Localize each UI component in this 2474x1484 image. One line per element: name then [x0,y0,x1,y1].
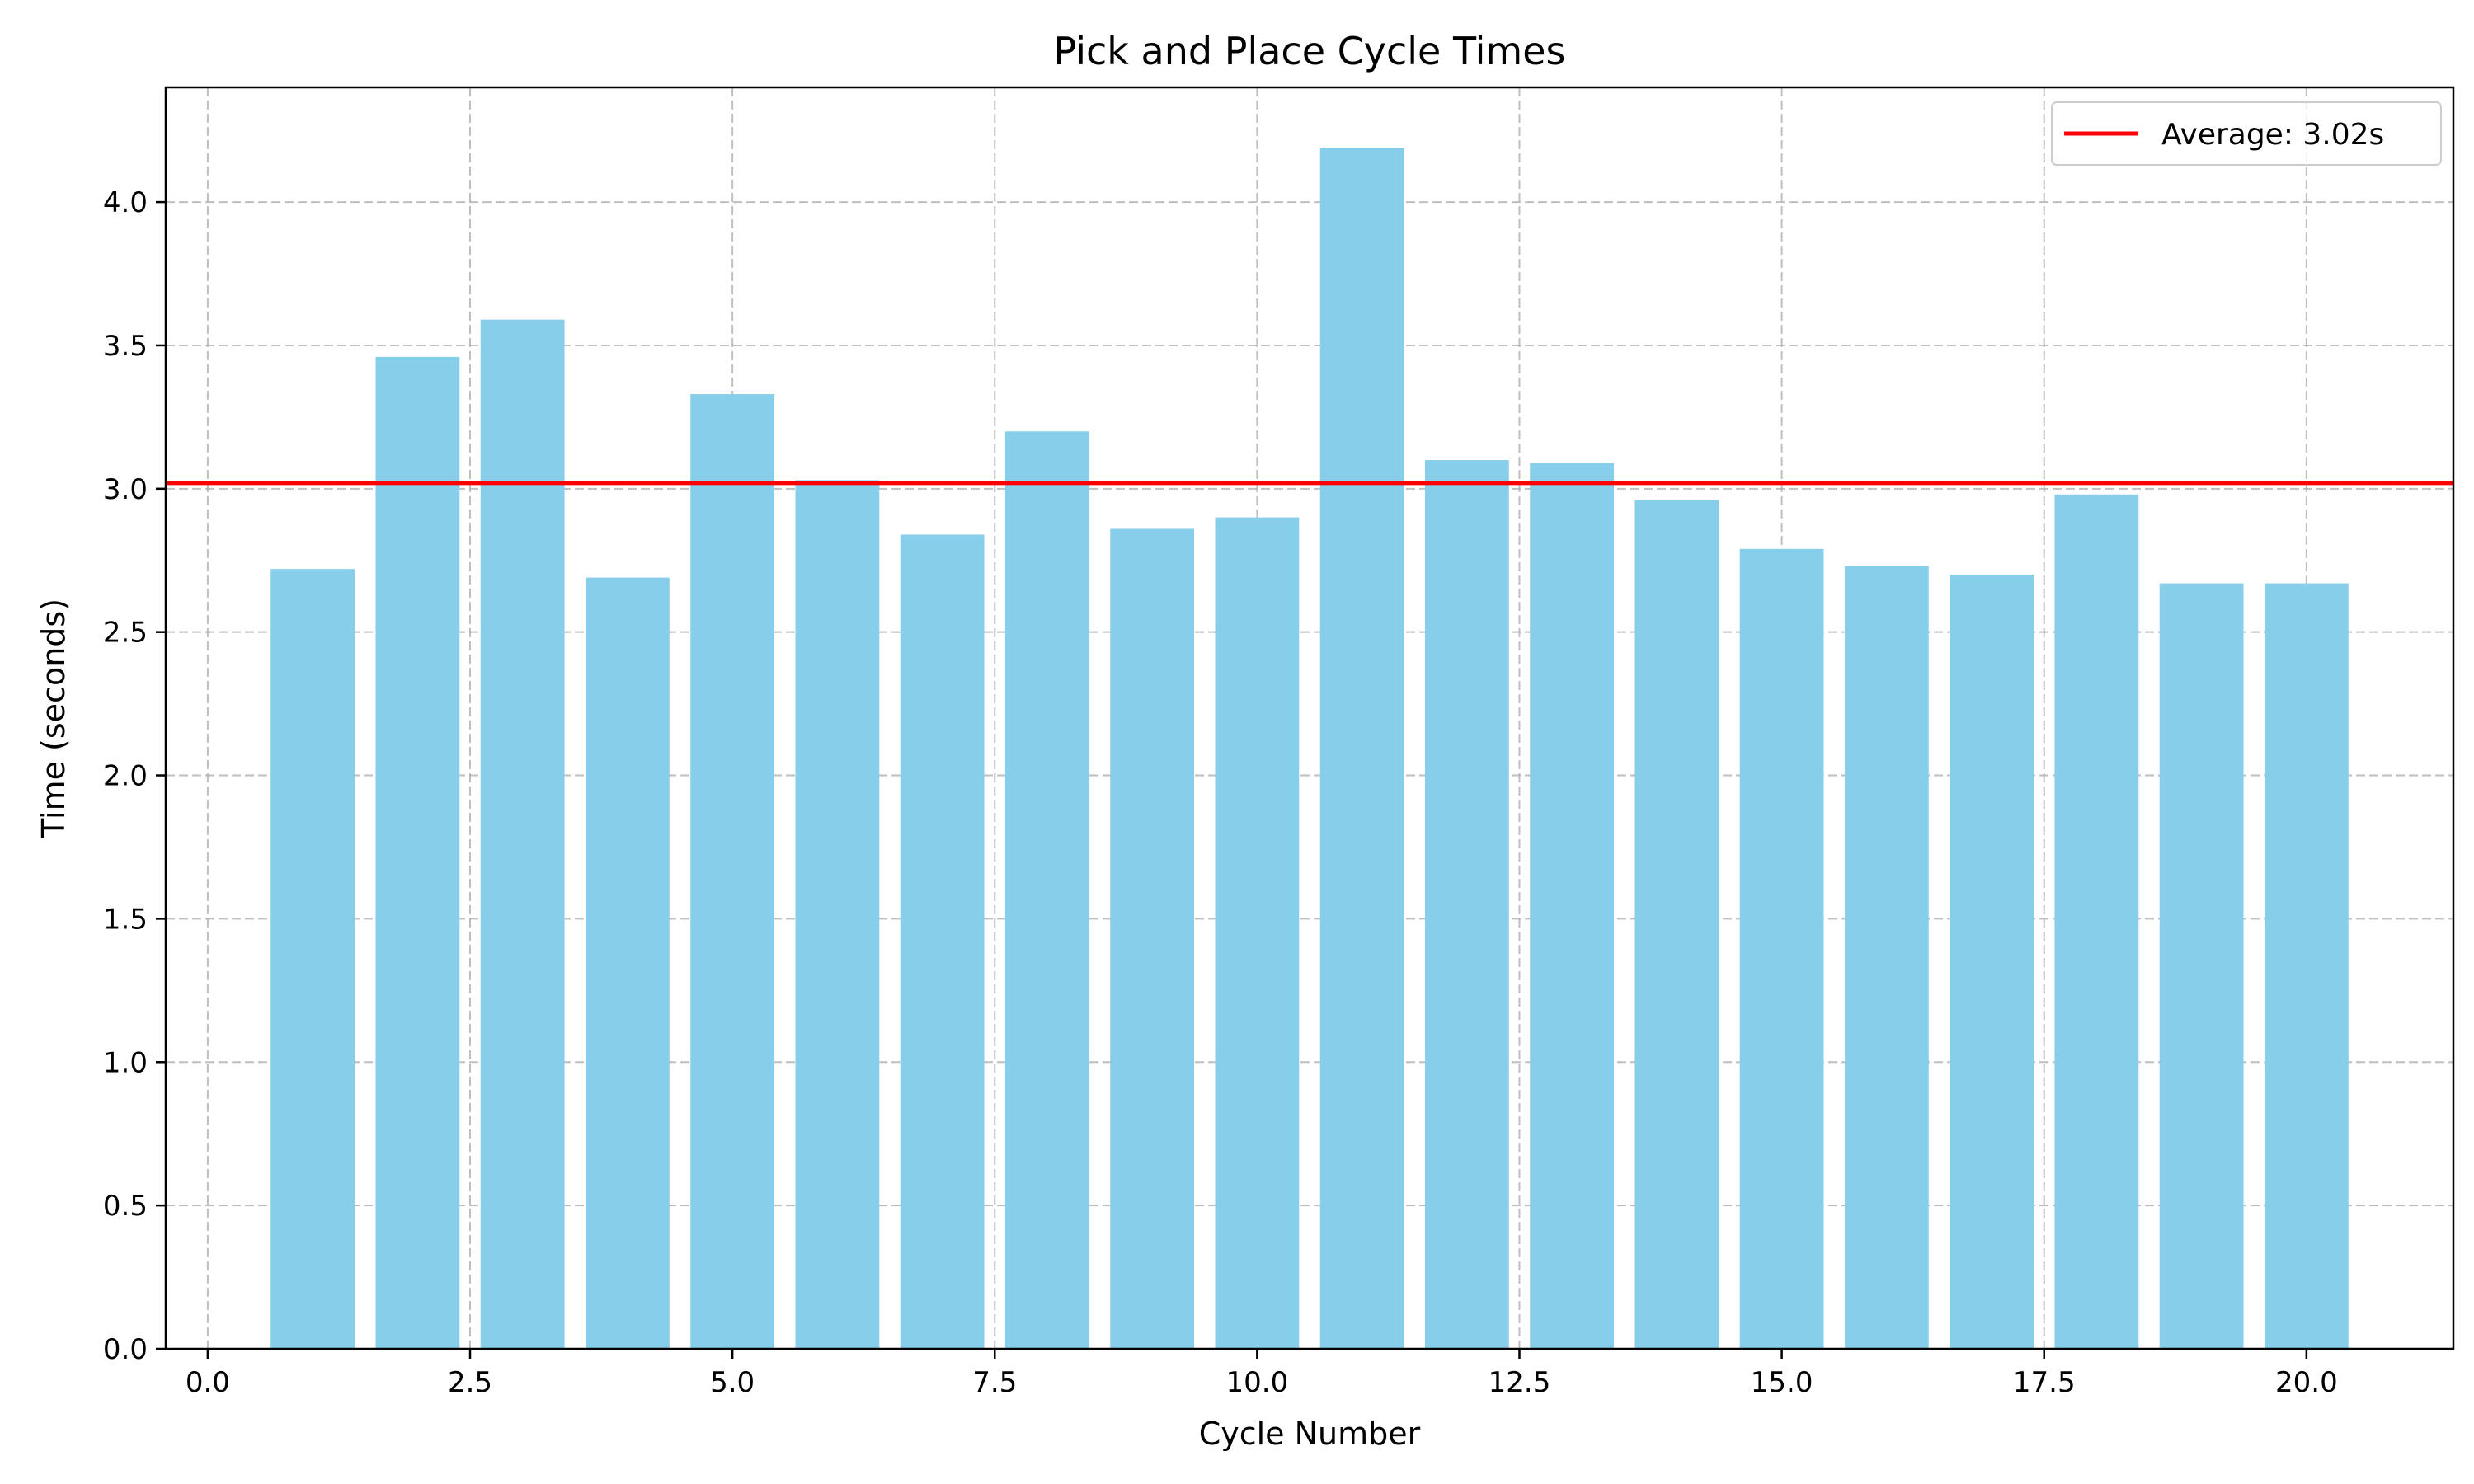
bar [1950,575,2034,1349]
y-tick-label: 2.5 [103,617,148,650]
bar [480,319,565,1350]
bar [1110,528,1195,1349]
legend-label: Average: 3.02s [2161,118,2384,152]
bar [1844,566,1929,1349]
y-axis-title: Time (seconds) [35,599,72,838]
x-tick-label: 0.0 [186,1366,230,1399]
plot-frame [164,86,2455,1350]
bars [270,148,2349,1350]
x-tick-label: 5.0 [710,1366,755,1399]
bar [795,480,880,1349]
x-tick-label: 2.5 [448,1366,492,1399]
bar [1424,460,1509,1350]
y-tick-label: 3.0 [103,473,148,506]
bar [2264,583,2349,1349]
legend: Average: 3.02s [2051,101,2442,166]
axis-ticks: 0.0 2.5 5.0 7.5 10.0 12.5 15.0 17.5 20.0 0.0 0.5 1.… [103,186,2338,1399]
bar [1004,431,1089,1349]
chart-title: Pick and Place Cycle Times [1053,29,1565,73]
bar [1530,463,1615,1349]
y-tick-label: 1.5 [103,903,148,936]
bar [2054,494,2139,1349]
bar [270,569,355,1349]
bar [1634,500,1719,1349]
y-tick-label: 0.5 [103,1190,148,1223]
x-tick-label: 17.5 [2013,1366,2076,1399]
y-tick-label: 3.5 [103,330,148,363]
bar [585,577,670,1349]
x-tick-label: 15.0 [1751,1366,1813,1399]
x-tick-label: 10.0 [1226,1366,1289,1399]
bar [690,394,775,1350]
bar [2159,583,2244,1349]
x-tick-label: 12.5 [1489,1366,1551,1399]
y-tick-label: 0.0 [103,1333,148,1366]
bar [1739,548,1824,1349]
bar [1319,148,1404,1350]
bar [900,534,985,1349]
legend-box [2051,101,2442,166]
x-axis-title: Cycle Number [1199,1416,1421,1452]
x-tick-label: 7.5 [972,1366,1017,1399]
bar [375,356,460,1349]
y-tick-label: 4.0 [103,186,148,219]
y-tick-label: 2.0 [103,760,148,793]
x-tick-label: 20.0 [2275,1366,2338,1399]
y-tick-label: 1.0 [103,1046,148,1079]
bar [1215,517,1300,1349]
